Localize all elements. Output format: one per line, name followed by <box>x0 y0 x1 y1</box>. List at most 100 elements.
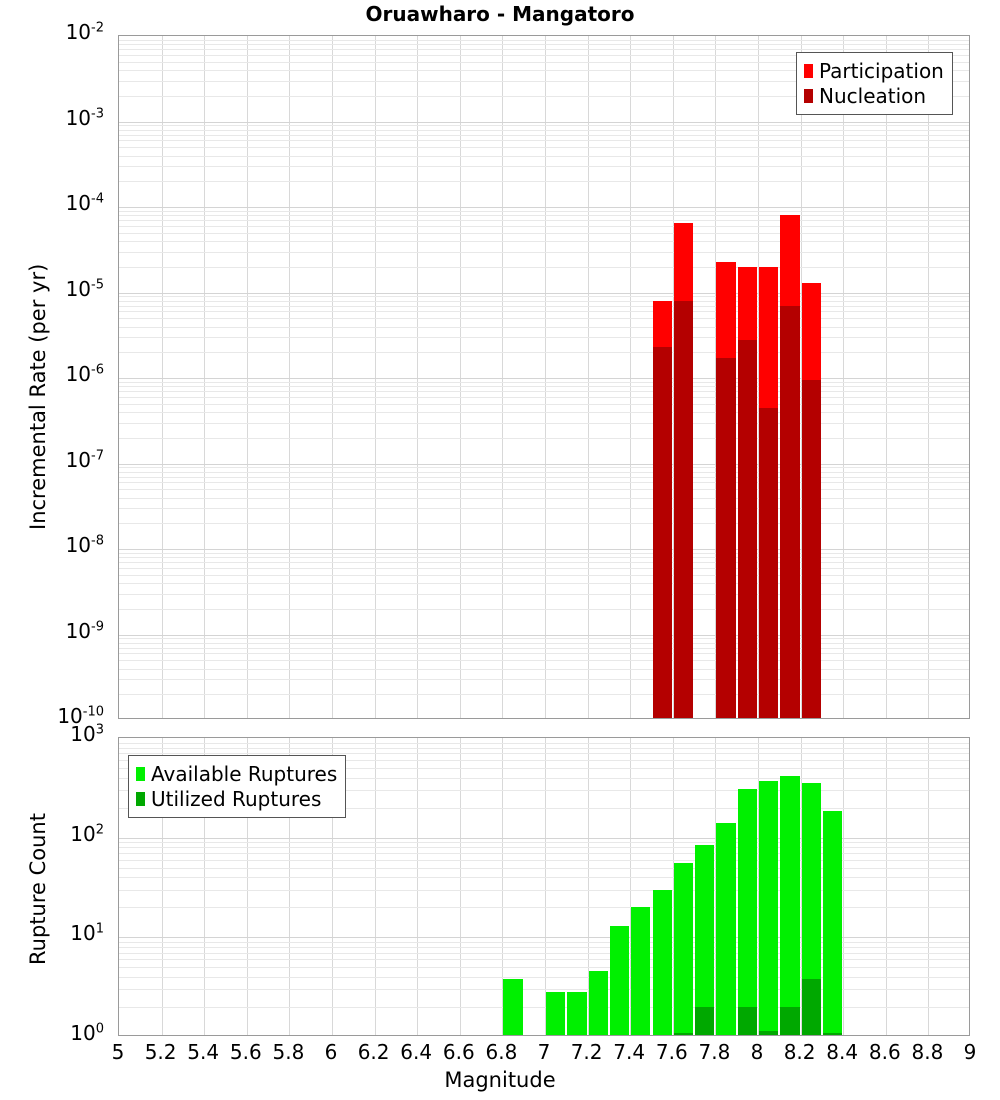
minor-gridline <box>119 233 969 234</box>
bar-available-ruptures <box>822 811 843 1035</box>
minor-gridline <box>119 743 969 744</box>
minor-gridline <box>119 907 969 908</box>
minor-gridline <box>119 386 969 387</box>
vertical-gridline <box>843 36 844 718</box>
vertical-gridline <box>460 738 461 1035</box>
x-tick-label: 6 <box>324 1040 338 1064</box>
minor-gridline <box>119 609 969 610</box>
major-gridline <box>119 937 969 938</box>
legend-item-participation: Participation <box>804 58 944 83</box>
x-tick-label: 5.6 <box>229 1040 262 1064</box>
minor-gridline <box>119 181 969 182</box>
minor-gridline <box>119 62 969 63</box>
bar-available-ruptures <box>716 823 736 1035</box>
minor-gridline <box>119 352 969 353</box>
vertical-gridline <box>673 36 674 718</box>
bar-utilized-ruptures <box>695 1006 715 1035</box>
minor-gridline <box>119 808 969 809</box>
minor-gridline <box>119 562 969 563</box>
minor-gridline <box>119 860 969 861</box>
minor-gridline <box>119 44 969 45</box>
vertical-gridline <box>162 36 163 718</box>
minor-gridline <box>119 147 969 148</box>
minor-gridline <box>119 220 969 221</box>
minor-gridline <box>119 523 969 524</box>
minor-gridline <box>119 583 969 584</box>
vertical-gridline <box>630 36 631 718</box>
bar-utilized-ruptures <box>673 1032 694 1035</box>
vertical-gridline <box>545 738 546 1035</box>
major-gridline <box>119 464 969 465</box>
x-tick-label: 7.4 <box>613 1040 646 1064</box>
x-tick-label: 8.2 <box>783 1040 816 1064</box>
minor-gridline <box>119 947 969 948</box>
bar-available-ruptures <box>737 788 757 1035</box>
vertical-gridline <box>758 36 759 718</box>
minor-gridline <box>119 423 969 424</box>
x-tick-label: 5.2 <box>144 1040 177 1064</box>
minor-gridline <box>119 967 969 968</box>
vertical-gridline <box>204 36 205 718</box>
minor-gridline <box>119 438 969 439</box>
vertical-gridline <box>801 36 802 718</box>
minor-gridline <box>119 166 969 167</box>
vertical-gridline <box>289 36 290 718</box>
minor-gridline <box>119 1007 969 1008</box>
vertical-gridline <box>204 738 205 1035</box>
minor-gridline <box>119 847 969 848</box>
x-tick-label: 5.8 <box>272 1040 305 1064</box>
top-panel-legend: Participation Nucleation <box>796 52 953 115</box>
minor-gridline <box>119 648 969 649</box>
minor-gridline <box>119 679 969 680</box>
minor-gridline <box>119 575 969 576</box>
bar-utilized-ruptures <box>822 1032 843 1035</box>
vertical-gridline <box>545 36 546 718</box>
vertical-gridline <box>247 738 248 1035</box>
legend-label-available-ruptures: Available Ruptures <box>151 761 338 786</box>
minor-gridline <box>119 215 969 216</box>
minor-gridline <box>119 790 969 791</box>
minor-gridline <box>119 311 969 312</box>
page-title: Oruawharo - Mangatoro <box>365 2 635 26</box>
legend-item-available-ruptures: Available Ruptures <box>136 761 337 786</box>
bar-nucleation <box>780 305 800 718</box>
minor-gridline <box>119 669 969 670</box>
minor-gridline <box>119 890 969 891</box>
vertical-gridline <box>886 36 887 718</box>
x-tick-label: 9 <box>963 1040 977 1064</box>
bar-nucleation <box>737 339 757 718</box>
top-panel-plot-area <box>118 35 970 719</box>
vertical-gridline <box>332 36 333 718</box>
minor-gridline <box>119 40 969 41</box>
minor-gridline <box>119 877 969 878</box>
vertical-gridline <box>502 738 503 1035</box>
minor-gridline <box>119 768 969 769</box>
minor-gridline <box>119 482 969 483</box>
x-tick-label: 5.4 <box>187 1040 220 1064</box>
major-gridline <box>119 838 969 839</box>
x-tick-label: 6.6 <box>442 1040 475 1064</box>
minor-gridline <box>119 391 969 392</box>
minor-gridline <box>119 241 969 242</box>
bar-available-ruptures <box>780 775 800 1035</box>
vertical-gridline <box>247 36 248 718</box>
vertical-gridline <box>715 738 716 1035</box>
minor-gridline <box>119 638 969 639</box>
bar-nucleation <box>801 379 821 718</box>
top-panel-y-axis-title: Incremental Rate (per yr) <box>26 263 50 530</box>
vertical-gridline <box>460 36 461 718</box>
minor-gridline <box>119 125 969 126</box>
bar-available-ruptures <box>631 907 651 1035</box>
vertical-gridline <box>588 738 589 1035</box>
minor-gridline <box>119 660 969 661</box>
minor-gridline <box>119 653 969 654</box>
x-tick-label: 7.2 <box>570 1040 603 1064</box>
minor-gridline <box>119 748 969 749</box>
minor-gridline <box>119 760 969 761</box>
minor-gridline <box>119 296 969 297</box>
bar-available-ruptures <box>652 889 672 1035</box>
bar-nucleation <box>759 407 779 718</box>
available-ruptures-color-swatch <box>136 766 145 781</box>
major-gridline <box>119 378 969 379</box>
minor-gridline <box>119 553 969 554</box>
